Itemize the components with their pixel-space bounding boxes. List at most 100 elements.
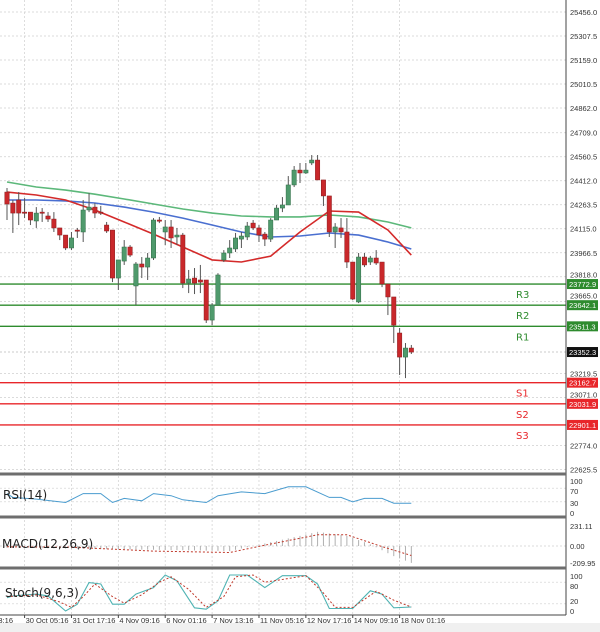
time-tick-label: 4 Nov 09:16	[119, 616, 159, 625]
bull-candle-body	[174, 234, 180, 238]
candle	[133, 262, 139, 306]
stoch-axis-label: 80	[570, 582, 578, 591]
level-label-s1: S1	[516, 389, 529, 400]
time-tick-label: 13:16	[0, 616, 13, 625]
bear-candle-body	[385, 283, 391, 298]
panel-separator	[0, 472, 566, 476]
bear-candle-body	[27, 211, 33, 221]
bear-candle-body	[203, 279, 209, 321]
bull-candle-body	[227, 247, 233, 254]
bull-candle-body	[33, 212, 39, 222]
price-tick-label: 23818.0	[570, 271, 597, 280]
bull-candle-body	[238, 235, 244, 240]
rsi-axis-label: 0	[570, 509, 574, 518]
pivot-levels: R3 R2 R1 S1 S2 S3	[0, 283, 566, 442]
time-tick-label: 18 Nov 01:16	[401, 616, 446, 625]
candle	[326, 195, 332, 237]
bull-candle-body	[121, 246, 127, 262]
price-tick-label: 25159.0	[570, 56, 597, 65]
candle	[262, 231, 268, 247]
level-label-r2: R2	[516, 311, 529, 322]
candle	[209, 303, 215, 326]
level-price-tag	[567, 419, 598, 430]
price-tick-label: 23966.5	[570, 249, 597, 258]
bull-candle-body	[221, 252, 227, 261]
bear-candle-body	[391, 296, 397, 326]
bear-candle-body	[320, 179, 326, 197]
bull-candle-body	[274, 207, 280, 221]
time-tick-label: 31 Oct 17:16	[72, 616, 115, 625]
price-tick-label: 22774.0	[570, 441, 597, 450]
candle	[338, 218, 344, 238]
price-tick-label: 24115.0	[570, 225, 597, 234]
bear-candle-body	[197, 279, 203, 283]
candle	[373, 250, 379, 265]
stoch-main-line	[6, 574, 412, 612]
candle	[139, 257, 145, 279]
candle	[45, 212, 51, 222]
candle	[80, 199, 86, 243]
candle	[279, 197, 285, 213]
level-label-r3: R3	[516, 290, 529, 301]
bull-candle-body	[403, 347, 408, 358]
bull-candle-body	[115, 259, 121, 279]
bull-candle-body	[162, 226, 168, 233]
bear-candle-body	[350, 261, 356, 300]
candle	[250, 220, 256, 231]
candle	[408, 344, 414, 355]
macd-axis-label: 0.00	[570, 542, 585, 551]
level-price-tag-text: 23031.9	[569, 400, 596, 409]
bull-candle-body	[133, 263, 139, 287]
candle	[33, 207, 39, 228]
bear-candle-body	[315, 159, 321, 181]
bear-candle-body	[127, 246, 133, 256]
candle	[127, 245, 133, 258]
price-tick-label: 25307.5	[570, 32, 597, 41]
level-price-tag	[567, 300, 598, 311]
price-tick-label: 23219.5	[570, 369, 597, 378]
candle	[51, 212, 57, 232]
candle	[16, 192, 22, 226]
candle	[379, 261, 385, 288]
bear-candle-body	[10, 202, 16, 214]
bear-candle-body	[180, 234, 186, 284]
macd-axis-label: -209.95	[570, 559, 595, 568]
panel-separator	[0, 515, 566, 519]
candle	[63, 234, 69, 251]
candle	[110, 229, 115, 283]
level-price-tag-text: 23642.1	[569, 301, 596, 310]
candle	[291, 166, 297, 188]
bull-candle-body	[291, 169, 297, 186]
level-price-tag	[567, 398, 598, 409]
candle	[297, 162, 303, 184]
bear-candle-body	[57, 227, 63, 236]
candle	[315, 155, 321, 181]
candle	[115, 259, 121, 291]
bear-candle-body	[63, 234, 69, 249]
bull-candle-body	[303, 169, 309, 174]
level-label-r1: R1	[516, 332, 529, 343]
candle	[69, 231, 74, 251]
bull-candle-body	[356, 256, 362, 303]
bull-candle-body	[215, 274, 221, 306]
candle	[244, 221, 250, 241]
macd-label: MACD(12,26,9)	[2, 537, 93, 551]
grid	[0, 0, 566, 615]
current-price-tag	[567, 347, 598, 358]
bull-candle-body	[309, 159, 315, 164]
level-price-tag-text: 23162.7	[569, 379, 596, 388]
candle	[145, 252, 151, 280]
bear-candle-body	[362, 256, 367, 266]
candle	[98, 205, 104, 216]
candle	[203, 279, 209, 323]
bear-candle-body	[256, 227, 262, 236]
candle	[174, 227, 180, 246]
bear-candle-body	[16, 199, 22, 214]
candle	[156, 216, 162, 224]
bear-candle-body	[22, 211, 28, 214]
rsi-line	[6, 486, 412, 504]
candle	[268, 218, 274, 243]
bear-candle-body	[98, 211, 104, 214]
bear-candle-body	[51, 218, 57, 229]
